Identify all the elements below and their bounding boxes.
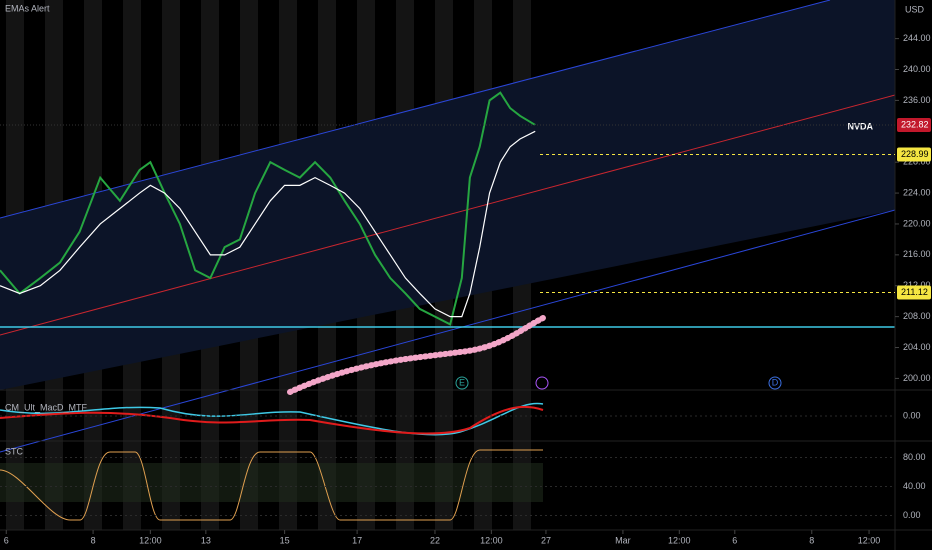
series-line <box>0 130 536 318</box>
channel-lower <box>0 209 896 453</box>
signal-line <box>0 405 544 435</box>
x-tick-label: 8 <box>91 535 96 545</box>
x-tick-label: 15 <box>280 535 290 545</box>
stc-line <box>0 449 543 521</box>
event-marker: E <box>459 377 465 387</box>
event-icon <box>455 376 469 390</box>
stc-band <box>0 463 543 502</box>
y-tick-label: 200.00 <box>903 373 931 383</box>
x-tick-label: 27 <box>541 535 551 545</box>
x-tick-label: 12:00 <box>858 535 881 545</box>
y-tick-label: 228.00 <box>903 157 931 167</box>
x-tick-label: 12:00 <box>480 535 503 545</box>
x-tick-label: 22 <box>430 535 440 545</box>
x-tick-label: Mar <box>615 535 631 545</box>
x-tick-label: 12:00 <box>139 535 162 545</box>
x-tick-label: 13 <box>201 535 211 545</box>
y-tick-label: 208.00 <box>903 311 931 321</box>
y-tick-label: 236.00 <box>903 95 931 105</box>
panel-tick-label: 80.00 <box>903 452 926 462</box>
ticker-label: NVDA <box>847 121 873 131</box>
panel-tick-label: 0.00 <box>903 510 921 520</box>
price-tag-label: 232.82 <box>901 119 929 129</box>
x-tick-label: 6 <box>732 535 737 545</box>
y-tick-label: 216.00 <box>903 249 931 259</box>
price-tag <box>897 285 931 300</box>
channel-upper <box>0 0 831 219</box>
price-tag <box>897 147 931 162</box>
y-tick-label: 244.00 <box>903 33 931 43</box>
series-line <box>0 91 536 326</box>
y-tick-label: 212.00 <box>903 280 931 290</box>
price-tag-label: 228.99 <box>901 149 929 159</box>
y-tick-label: 240.00 <box>903 64 931 74</box>
x-tick-label: 12:00 <box>668 535 691 545</box>
y-axis-label: USD <box>905 4 925 14</box>
channel-mid <box>0 94 896 336</box>
event-marker: D <box>772 377 779 387</box>
chart-title: EMAs Alert <box>5 3 50 13</box>
y-tick-label: 220.00 <box>903 218 931 228</box>
dot-trail <box>287 315 546 395</box>
event-icon <box>535 376 549 390</box>
channel-fill <box>0 0 895 390</box>
x-tick-label: 17 <box>352 535 362 545</box>
y-tick-label: 224.00 <box>903 187 931 197</box>
y-tick-label: 204.00 <box>903 342 931 352</box>
panel-tick-label: 40.00 <box>903 481 926 491</box>
x-tick-label: 8 <box>809 535 814 545</box>
price-tag <box>897 117 931 132</box>
panel-title: CM_Ult_MacD_MTF <box>5 402 88 412</box>
price-tag-label: 211.12 <box>901 287 928 297</box>
panel-title: STC <box>5 446 24 456</box>
macd-line <box>0 402 544 436</box>
x-tick-label: 6 <box>4 535 9 545</box>
event-icon <box>768 376 782 390</box>
panel-tick-label: 0.00 <box>903 410 921 420</box>
